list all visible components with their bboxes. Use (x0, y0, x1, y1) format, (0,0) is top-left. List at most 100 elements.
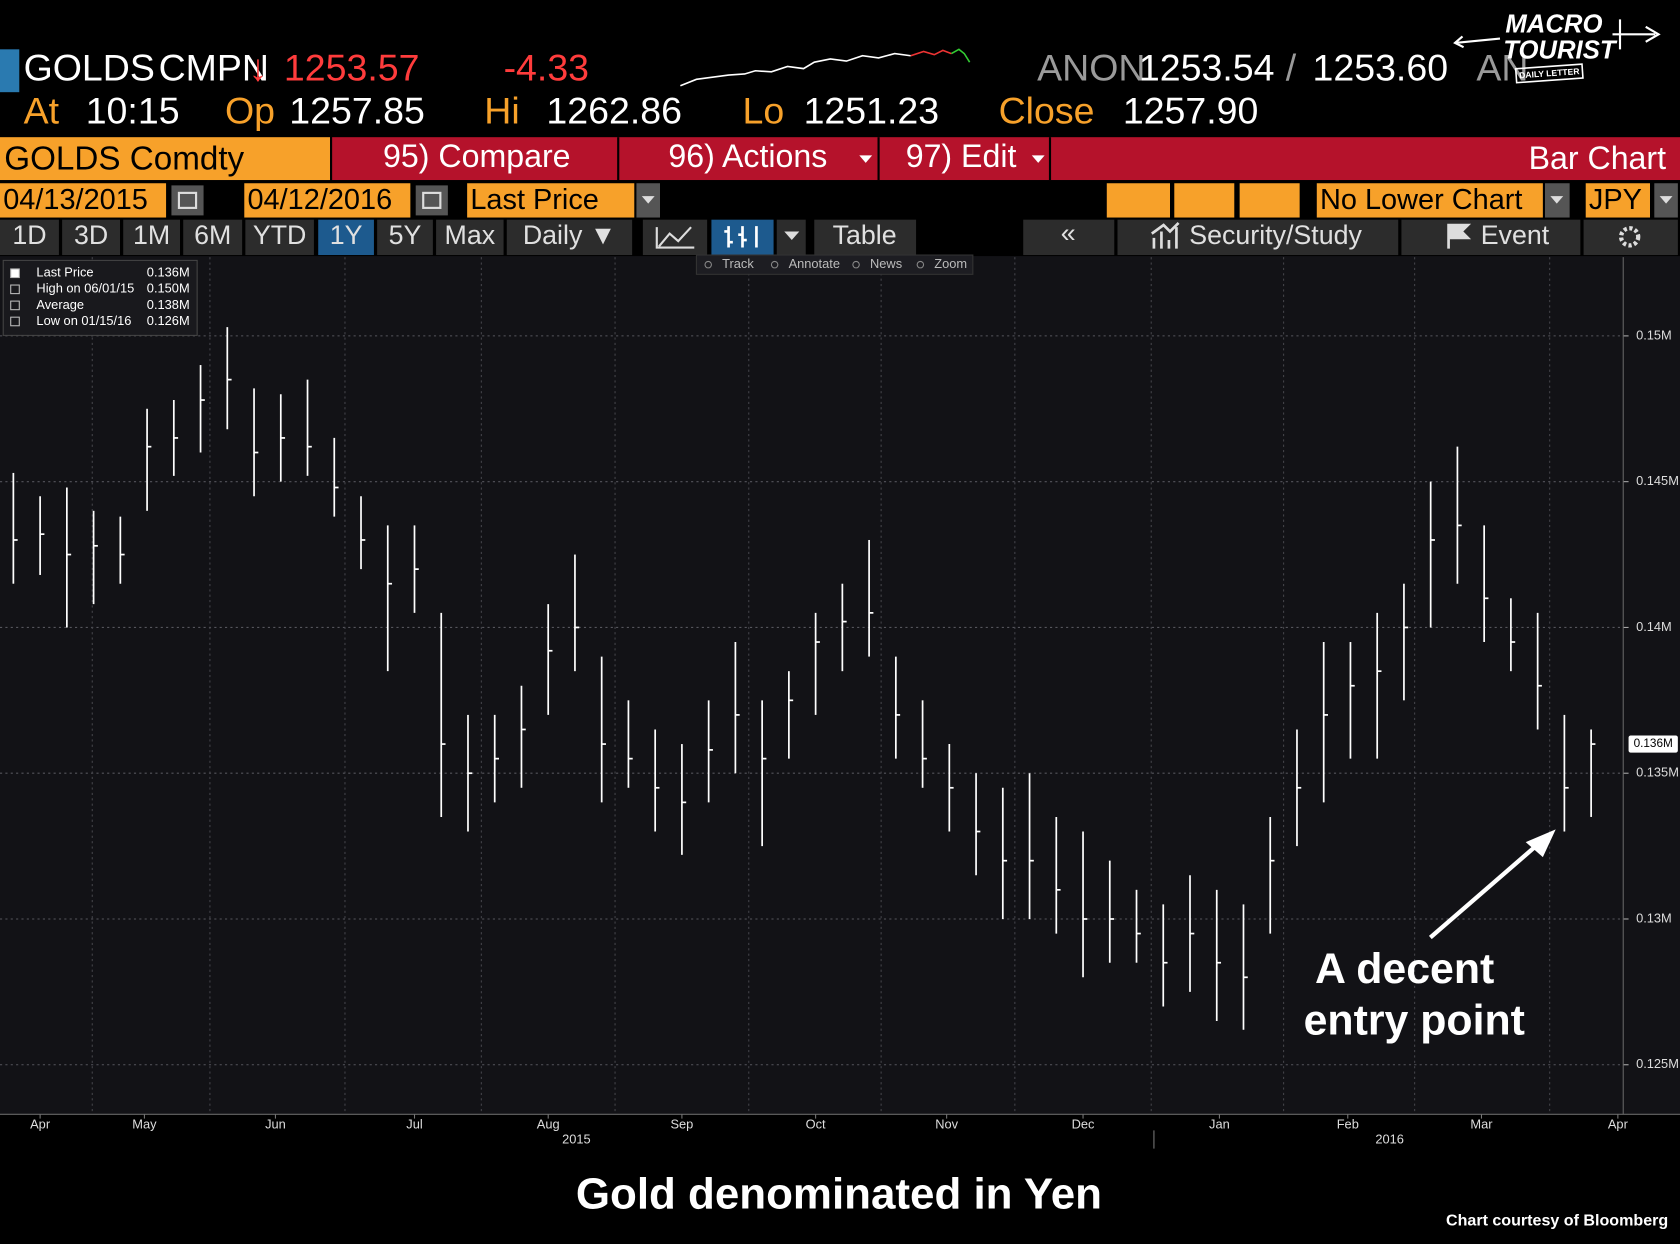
logo-line2: TOURIST (1503, 36, 1618, 64)
x-tick-label: Jun (265, 1116, 286, 1131)
security-field[interactable] (0, 137, 330, 181)
y-tick-label: 0.145M (1636, 473, 1679, 488)
period[interactable]: Daily ▼ (523, 220, 616, 250)
legend-swatch (10, 316, 20, 327)
calendar-button[interactable] (415, 185, 448, 216)
edit-button[interactable]: 97) Edit (906, 138, 1017, 174)
credit: Chart courtesy of Bloomberg (1446, 1212, 1668, 1230)
close-label: Close (999, 90, 1095, 132)
field-selector[interactable] (467, 183, 635, 218)
separator: / (1286, 47, 1297, 89)
tool-strip (695, 254, 974, 275)
menu-bar (332, 137, 1680, 181)
x-tick-label: Sep (670, 1116, 693, 1131)
tool-label[interactable]: Track (722, 256, 754, 271)
compare-button[interactable]: 95) Compare (383, 138, 570, 174)
low: 1251.23 (804, 90, 940, 132)
close: 1257.90 (1123, 90, 1259, 132)
tool-icon (852, 260, 860, 269)
calendar-button[interactable] (171, 185, 204, 216)
actions-button[interactable]: 96) Actions (668, 138, 827, 174)
collapse[interactable]: « (1061, 218, 1076, 248)
annotation-arrow (1428, 838, 1545, 940)
range-label[interactable]: 1Y (330, 220, 363, 250)
legend-value: 0.136M (147, 265, 190, 280)
range-label[interactable]: Max (445, 220, 496, 250)
last-price: 1253.57 (284, 47, 420, 89)
currency[interactable]: JPY (1589, 184, 1642, 216)
study-icon (1150, 221, 1180, 249)
study-label: Mov Avg (981, 184, 1091, 216)
range-button[interactable] (123, 219, 180, 256)
study-input[interactable] (1239, 183, 1300, 218)
lower-chart-selector[interactable] (1316, 183, 1543, 218)
x-tick-label: Apr (30, 1116, 51, 1131)
bid: 1253.54 (1139, 47, 1275, 89)
sparkline-up (951, 48, 971, 63)
start-date[interactable]: 04/13/2015 (3, 184, 148, 216)
settings-button[interactable] (1583, 219, 1678, 256)
chart-title: Gold denominated in Yen (576, 1169, 1102, 1218)
range-button[interactable] (436, 219, 504, 256)
range-button[interactable] (377, 219, 433, 256)
x-tick-label: Apr (1608, 1116, 1629, 1131)
range-button[interactable] (318, 219, 374, 256)
time: 10:15 (86, 90, 180, 132)
collapse-button[interactable] (1023, 219, 1115, 256)
dropdown-arrow (1031, 155, 1045, 163)
open: 1257.85 (289, 90, 425, 132)
logo: MACRO TOURIST DAILY LETTER (1453, 11, 1661, 84)
high: 1262.86 (546, 90, 682, 132)
line-chart-icon (655, 226, 695, 249)
x-tick-label: Nov (935, 1116, 958, 1131)
logo-arrow (1453, 35, 1501, 49)
currency-selector[interactable] (1585, 183, 1650, 218)
field[interactable]: Last Price (470, 184, 599, 216)
legend-value: 0.138M (147, 297, 190, 312)
table-button[interactable] (814, 219, 917, 256)
range-button[interactable] (245, 219, 314, 256)
logo-tagline: DAILY LETTER (1519, 66, 1581, 80)
period-button[interactable] (506, 219, 633, 256)
y-tick-label: 0.125M (1636, 1056, 1679, 1071)
range-label[interactable]: 6M (194, 220, 231, 250)
range-button[interactable] (183, 219, 243, 256)
source: CMPN (159, 47, 269, 89)
range-button[interactable] (0, 219, 59, 256)
start-date-field[interactable] (0, 183, 167, 218)
x-tick-label: Mar (1470, 1116, 1493, 1131)
study-input[interactable] (1174, 183, 1235, 218)
range-label[interactable]: 3D (74, 220, 108, 250)
study-input[interactable] (1106, 183, 1170, 218)
lower-chart[interactable]: No Lower Chart (1320, 184, 1522, 216)
net-change: -4.33 (504, 47, 589, 89)
bar-chart-icon (724, 226, 758, 248)
calendar-icon (177, 191, 198, 209)
event[interactable]: Event (1481, 220, 1550, 250)
dropdown-arrow (1659, 196, 1673, 204)
tool-label[interactable]: News (870, 256, 902, 271)
range-label[interactable]: 1D (12, 220, 46, 250)
plot: 0.125M 0.13M 0.135M 0.14M 0.145M 0.15M Apr May J… (0, 257, 1680, 1149)
range-label[interactable]: 5Y (389, 220, 422, 250)
legend-swatch (10, 284, 20, 295)
sparkline-down (910, 49, 952, 57)
end-date[interactable]: 04/12/2016 (247, 184, 392, 216)
security-study[interactable]: Security/Study (1189, 220, 1362, 250)
end-date-field[interactable] (244, 183, 411, 218)
security[interactable]: GOLDS Comdty (4, 141, 244, 178)
tools: Track Annotate News Zoom (704, 256, 967, 271)
quote-source: ANON (1037, 47, 1145, 89)
range-label[interactable]: 1M (133, 220, 170, 250)
event-button[interactable] (1401, 219, 1581, 256)
range-label[interactable]: YTD (253, 220, 307, 250)
table[interactable]: Table (833, 220, 897, 250)
tool-label[interactable]: Annotate (789, 256, 840, 271)
range-button[interactable] (62, 219, 120, 256)
y-tick-label: 0.13M (1636, 910, 1672, 925)
y-tick-label: 0.15M (1636, 327, 1672, 342)
tool-label[interactable]: Zoom (934, 256, 967, 271)
logo-arrow (1612, 19, 1661, 50)
